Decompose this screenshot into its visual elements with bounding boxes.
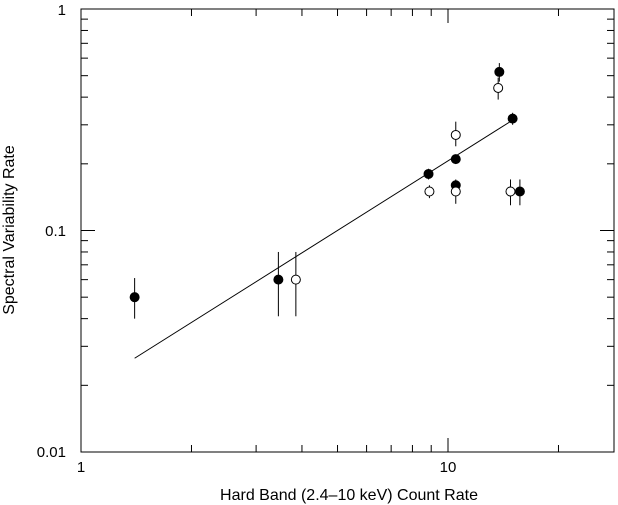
data-point-filled (507, 113, 518, 124)
fit-line-group (134, 119, 513, 359)
data-point-open (450, 129, 461, 140)
data-point-filled (423, 168, 434, 179)
data-points (129, 63, 525, 319)
fit-line (134, 119, 513, 359)
data-point-filled (514, 186, 525, 197)
y-tick-label-0.1: 0.1 (45, 223, 66, 240)
data-point-filled (273, 274, 284, 285)
data-point-filled (494, 66, 505, 77)
data-point-open (450, 186, 461, 197)
data-point-open (505, 186, 516, 197)
data-point-open (424, 186, 435, 197)
plot-frame (80, 8, 615, 453)
x-tick-label-10: 10 (440, 459, 457, 476)
y-axis-label: Spectral Variability Rate (1, 145, 18, 315)
data-point-open (290, 274, 301, 285)
tick-marks (80, 9, 614, 453)
data-point-filled (450, 154, 461, 165)
x-tick-label-1: 1 (77, 459, 85, 476)
y-tick-label-1: 1 (58, 2, 66, 19)
x-axis-label: Hard Band (2.4–10 keV) Count Rate (220, 487, 478, 504)
data-point-filled (129, 292, 140, 303)
y-tick-label-0.01: 0.01 (37, 444, 66, 461)
data-point-open (493, 82, 504, 93)
